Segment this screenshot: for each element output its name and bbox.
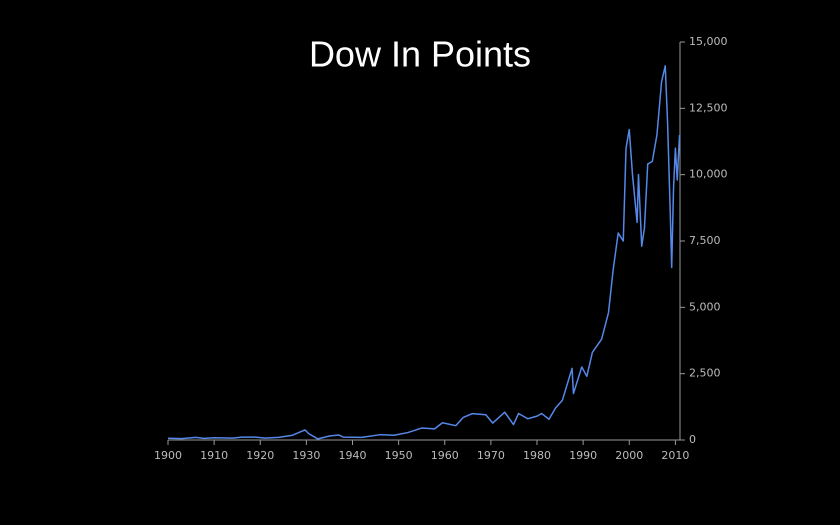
x-tick-label: 2010 [661, 449, 689, 462]
y-tick-label: 10,000 [689, 168, 728, 181]
x-tick-label: 1980 [523, 449, 551, 462]
y-tick-label: 15,000 [689, 35, 728, 48]
x-tick-label: 1960 [431, 449, 459, 462]
x-tick-label: 1910 [200, 449, 228, 462]
x-tick-label: 1990 [569, 449, 597, 462]
x-tick-label: 1950 [385, 449, 413, 462]
x-tick-label: 1900 [154, 449, 182, 462]
x-tick-label: 2000 [615, 449, 643, 462]
y-tick-label: 0 [689, 433, 696, 446]
x-tick-label: 1930 [292, 449, 320, 462]
y-tick-label: 12,500 [689, 101, 728, 114]
x-tick-label: 1940 [339, 449, 367, 462]
chart-title: Dow In Points [309, 34, 531, 75]
x-tick-label: 1970 [477, 449, 505, 462]
y-tick-label: 7,500 [689, 234, 721, 247]
x-tick-label: 1920 [246, 449, 274, 462]
y-tick-label: 2,500 [689, 367, 721, 380]
data-line [167, 65, 681, 440]
y-tick-label: 5,000 [689, 300, 721, 313]
